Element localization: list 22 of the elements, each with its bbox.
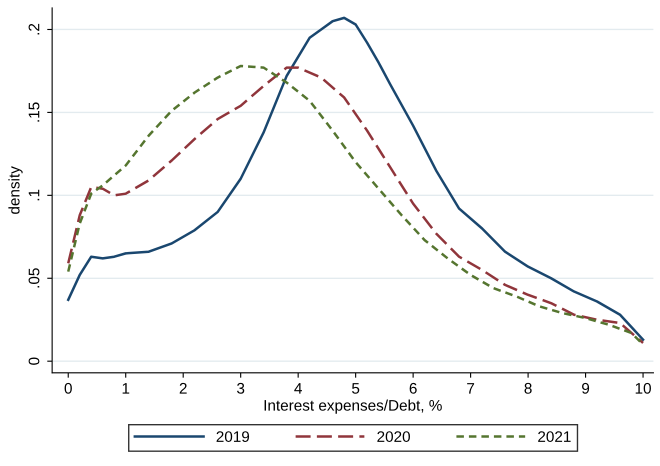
x-tick-label: 5 [352, 383, 360, 394]
y-tick-label: 0 [28, 358, 40, 365]
legend-label: 2019 [216, 431, 250, 442]
y-tick-label: .2 [28, 24, 40, 34]
y-tick-label: .1 [28, 190, 40, 200]
x-axis-title: Interest expenses/Debt, % [264, 400, 442, 414]
legend-label: 2020 [377, 431, 410, 442]
x-tick-label: 8 [524, 382, 532, 394]
x-tick-label: 3 [237, 382, 244, 394]
x-tick-label: 6 [410, 382, 417, 394]
x-tick-label: 9 [582, 382, 590, 394]
x-tick-label: 10 [636, 382, 651, 394]
x-tick-label: 1 [122, 383, 130, 394]
y-axis-title: density [8, 166, 23, 214]
x-tick-label: 7 [467, 383, 474, 394]
y-tick-label: .15 [28, 102, 40, 122]
line-series [66, 16, 644, 341]
x-tick-label: 2 [180, 382, 187, 394]
y-tick-label: .05 [28, 268, 40, 288]
legend-label: 2021 [538, 431, 571, 442]
x-tick-label: 4 [294, 383, 302, 394]
x-tick-label: 0 [64, 382, 72, 394]
